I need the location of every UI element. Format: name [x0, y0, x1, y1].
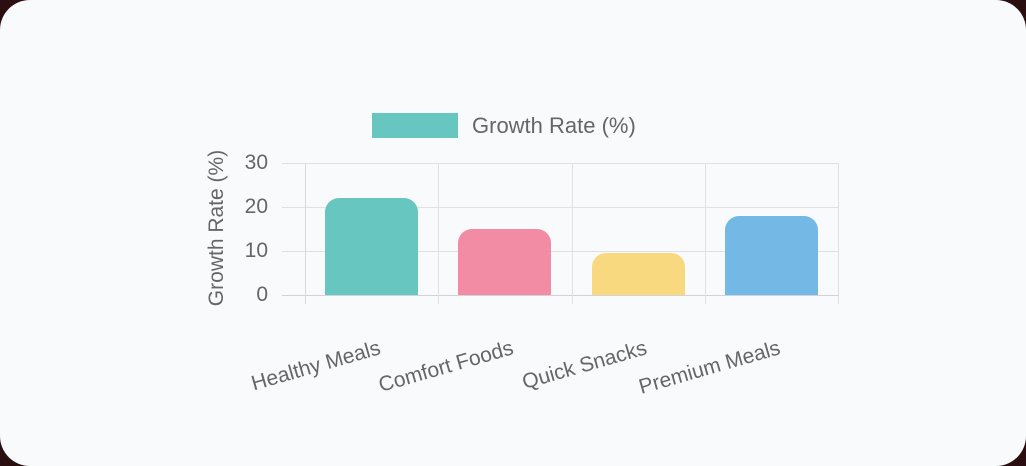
gridline-x-2 [571, 163, 573, 304]
gridline-x-4 [838, 163, 839, 304]
gridline-y-10 [282, 251, 838, 252]
legend-label: Growth Rate (%) [472, 113, 636, 138]
gridline-y-30 [282, 163, 838, 164]
gridline-x-1 [438, 163, 440, 304]
bar-premium-meals[interactable] [724, 215, 818, 295]
gridline-x-3 [704, 163, 706, 304]
x-axis-label-premium-meals: Premium Meals [635, 336, 783, 399]
x-axis-label-healthy-meals: Healthy Meals [248, 336, 383, 396]
y-tick-label-20: 20 [244, 195, 268, 218]
gridline-y-0 [282, 295, 838, 296]
gridline-y-20 [282, 207, 838, 208]
y-tick-label-10: 10 [244, 239, 268, 262]
gridline-x-0 [305, 163, 306, 304]
bar-comfort-foods[interactable] [458, 229, 552, 295]
x-axis-label-quick-snacks: Quick Snacks [519, 336, 650, 394]
y-axis-ticks: 30 20 10 0 [188, 0, 268, 320]
y-tick-label-0: 0 [256, 283, 268, 306]
x-axis-label-comfort-foods: Comfort Foods [376, 336, 516, 397]
legend-swatch [372, 113, 458, 138]
plot-area [282, 163, 839, 304]
bar-healthy-meals[interactable] [325, 198, 419, 295]
legend-item-growth-rate[interactable]: Growth Rate (%) [372, 113, 636, 138]
bar-quick-snacks[interactable] [591, 253, 685, 295]
x-axis-labels: Healthy Meals Comfort Foods Quick Snacks Pr… [248, 295, 838, 415]
y-tick-label-30: 30 [244, 151, 268, 174]
